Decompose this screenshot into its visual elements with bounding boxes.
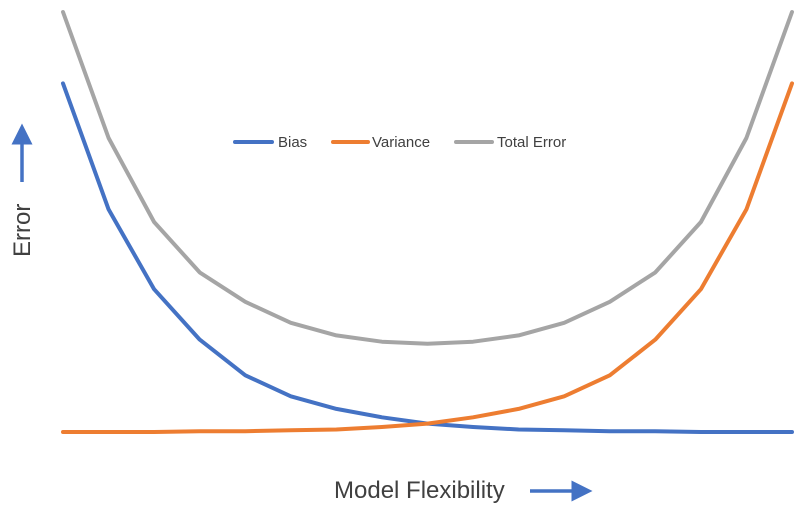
series-line-variance [61,81,794,434]
legend-label-total-error: Total Error [497,134,566,151]
y-axis-label: Error [9,204,36,257]
legend: Bias Variance Total Error [233,134,566,151]
series-line-total-error [61,10,794,346]
series-layer [61,10,794,434]
legend-label-variance: Variance [372,134,430,151]
legend-label-bias: Bias [278,134,307,151]
x-axis-label: Model Flexibility [334,477,505,504]
